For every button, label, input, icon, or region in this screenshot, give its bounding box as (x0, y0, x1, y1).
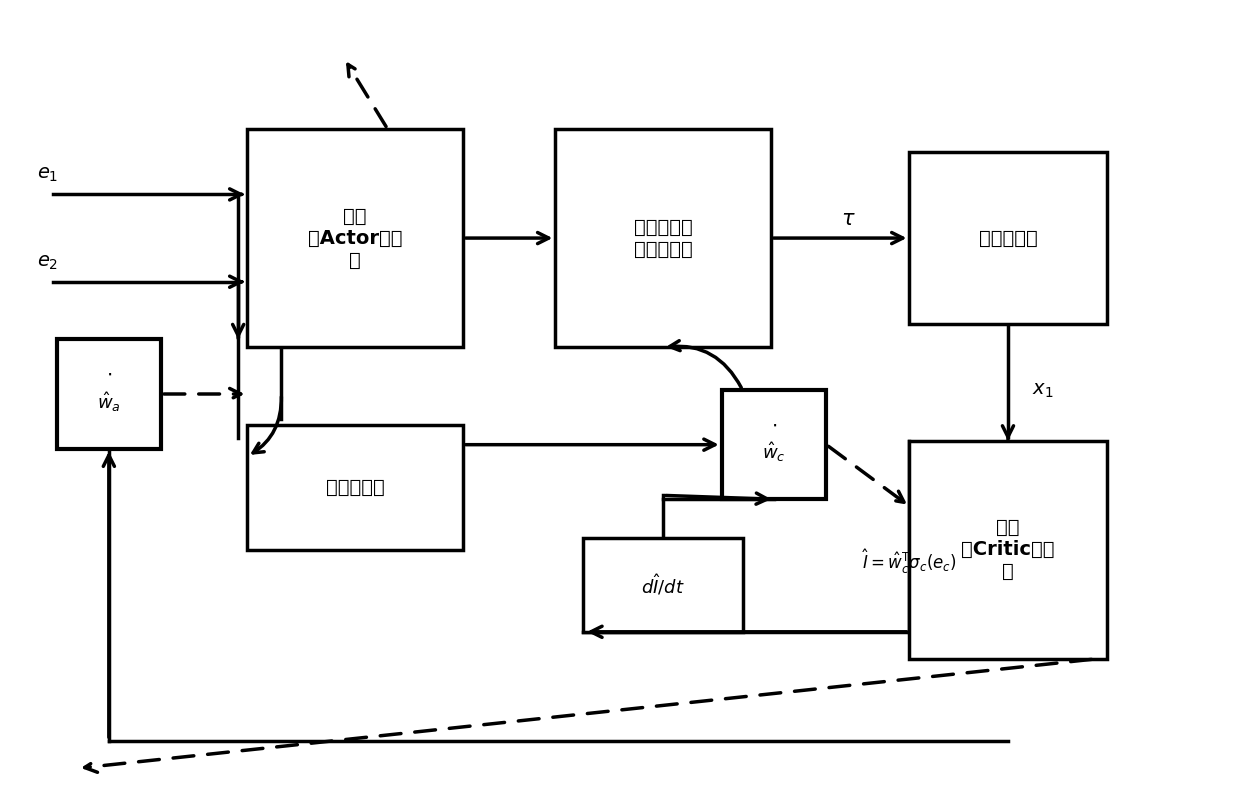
Text: $\hat{w}_a$: $\hat{w}_a$ (97, 390, 120, 414)
Text: $e_2$: $e_2$ (37, 253, 58, 272)
Text: $\hat{I}=\hat{w}_c^{\mathrm{T}}\sigma_c(e_c)$: $\hat{I}=\hat{w}_c^{\mathrm{T}}\sigma_c(… (862, 548, 957, 576)
Bar (909, 440, 1106, 659)
Text: 非奇异终端
滑模控制器: 非奇异终端 滑模控制器 (634, 217, 692, 258)
Bar (909, 152, 1106, 324)
Bar (57, 340, 161, 448)
Text: $e_1$: $e_1$ (37, 165, 58, 184)
Text: $\cdot$: $\cdot$ (105, 365, 112, 384)
Text: $x_1$: $x_1$ (1032, 381, 1053, 400)
Bar (583, 538, 743, 632)
Text: $d\hat{I}/dt$: $d\hat{I}/dt$ (641, 573, 684, 597)
Text: 执行
（Actor）网
络: 执行 （Actor）网 络 (308, 206, 403, 269)
Text: $\tau$: $\tau$ (841, 209, 856, 229)
Bar (556, 129, 771, 348)
Text: 抗饱和系统: 抗饱和系统 (326, 478, 384, 497)
Bar (248, 129, 463, 348)
Bar (722, 390, 826, 500)
Text: $\cdot$: $\cdot$ (771, 416, 777, 435)
Text: $\hat{w}_c$: $\hat{w}_c$ (763, 440, 786, 464)
Text: 动力学系统: 动力学系统 (978, 229, 1038, 247)
Bar (248, 426, 463, 550)
Text: 评价
（Critic）网
络: 评价 （Critic）网 络 (961, 519, 1055, 582)
